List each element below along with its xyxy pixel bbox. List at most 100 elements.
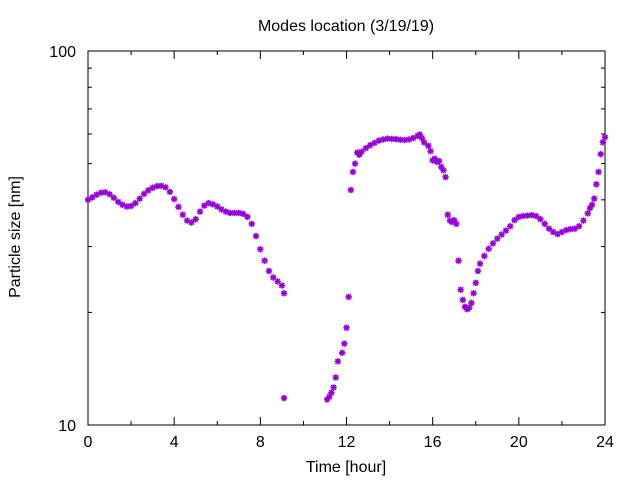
data-point	[222, 208, 230, 215]
data-point	[498, 231, 505, 238]
data-point	[192, 216, 199, 223]
data-point	[444, 211, 451, 218]
data-point	[274, 278, 281, 285]
data-point	[489, 240, 497, 247]
data-point	[145, 187, 152, 194]
data-point	[179, 211, 186, 218]
data-point	[532, 212, 540, 220]
data-point	[425, 142, 432, 149]
data-point	[166, 188, 174, 196]
x-tick-label: 4	[170, 434, 179, 451]
data-point	[537, 216, 544, 223]
data-point	[175, 203, 182, 211]
y-tick-label: 10	[58, 418, 76, 435]
data-point	[541, 220, 548, 228]
y-axis-title: Particle size [nm]	[7, 176, 24, 298]
y-tick-label: 100	[49, 44, 76, 61]
data-point	[392, 135, 400, 143]
data-point	[453, 220, 460, 228]
data-point	[362, 144, 370, 152]
data-point	[261, 257, 268, 264]
data-point	[468, 299, 475, 307]
x-tick-label: 0	[84, 434, 93, 451]
data-point	[280, 394, 288, 402]
data-point	[476, 260, 484, 267]
data-point	[343, 324, 350, 331]
data-point	[201, 202, 208, 209]
data-point	[351, 160, 359, 167]
data-point	[334, 358, 342, 365]
y-axis: 10 100	[49, 44, 605, 435]
data-point	[132, 199, 139, 207]
data-point	[485, 245, 492, 252]
chart-title: Modes location (3/19/19)	[258, 18, 434, 35]
data-point	[481, 252, 488, 260]
data-point	[347, 186, 355, 194]
data-point	[494, 235, 501, 242]
x-tick-label: 12	[338, 434, 356, 451]
data-point	[470, 290, 477, 297]
data-point	[127, 202, 135, 210]
data-point	[330, 384, 337, 391]
data-point	[457, 286, 464, 293]
data-point	[140, 190, 148, 198]
data-point	[435, 157, 443, 165]
data-point	[338, 349, 346, 356]
data-point	[511, 216, 518, 224]
data-point	[593, 181, 600, 188]
data-point	[280, 290, 288, 297]
data-point	[349, 168, 357, 176]
data-point	[502, 227, 510, 234]
data-point	[472, 279, 479, 286]
data-point	[588, 201, 596, 208]
plot-frame	[87, 50, 606, 426]
data-point	[278, 282, 286, 289]
data-point	[601, 134, 609, 141]
data-point	[459, 296, 467, 304]
data-point	[591, 195, 598, 202]
data-point	[584, 210, 591, 217]
data-point	[89, 194, 96, 201]
data-point	[580, 217, 587, 224]
data-point	[239, 210, 247, 218]
data-point	[136, 195, 143, 202]
data-point	[440, 167, 447, 174]
x-tick-label: 16	[424, 434, 442, 451]
data-point	[345, 293, 352, 301]
data-point	[563, 226, 570, 234]
data-point	[575, 223, 583, 230]
data-point	[252, 232, 260, 240]
data-point	[455, 257, 462, 264]
data-point	[571, 225, 579, 232]
data-point	[235, 209, 242, 217]
data-point	[114, 198, 122, 206]
data-point	[595, 168, 602, 176]
data-point	[341, 340, 348, 347]
plot-border	[87, 50, 606, 426]
data-point	[170, 195, 178, 203]
x-tick-label: 24	[596, 434, 614, 451]
data-point	[162, 184, 169, 191]
data-point	[110, 194, 118, 202]
data-point	[257, 246, 264, 253]
data-point	[149, 184, 156, 191]
data-point	[597, 150, 604, 158]
x-tick-label: 20	[510, 434, 528, 451]
data-point	[442, 173, 449, 181]
data-point	[244, 213, 251, 221]
data-series	[84, 131, 609, 403]
data-point	[270, 274, 277, 281]
data-point	[248, 220, 255, 228]
data-point	[427, 147, 434, 155]
data-point	[231, 209, 238, 217]
data-point	[397, 136, 404, 143]
data-point	[265, 267, 273, 275]
x-axis: 0 4 8 12 16 20 24	[84, 51, 614, 451]
data-point	[507, 223, 514, 230]
data-point	[188, 219, 195, 226]
data-point	[196, 208, 204, 215]
data-point	[474, 267, 482, 275]
data-point	[328, 389, 335, 396]
x-axis-title: Time [hour]	[306, 459, 386, 476]
